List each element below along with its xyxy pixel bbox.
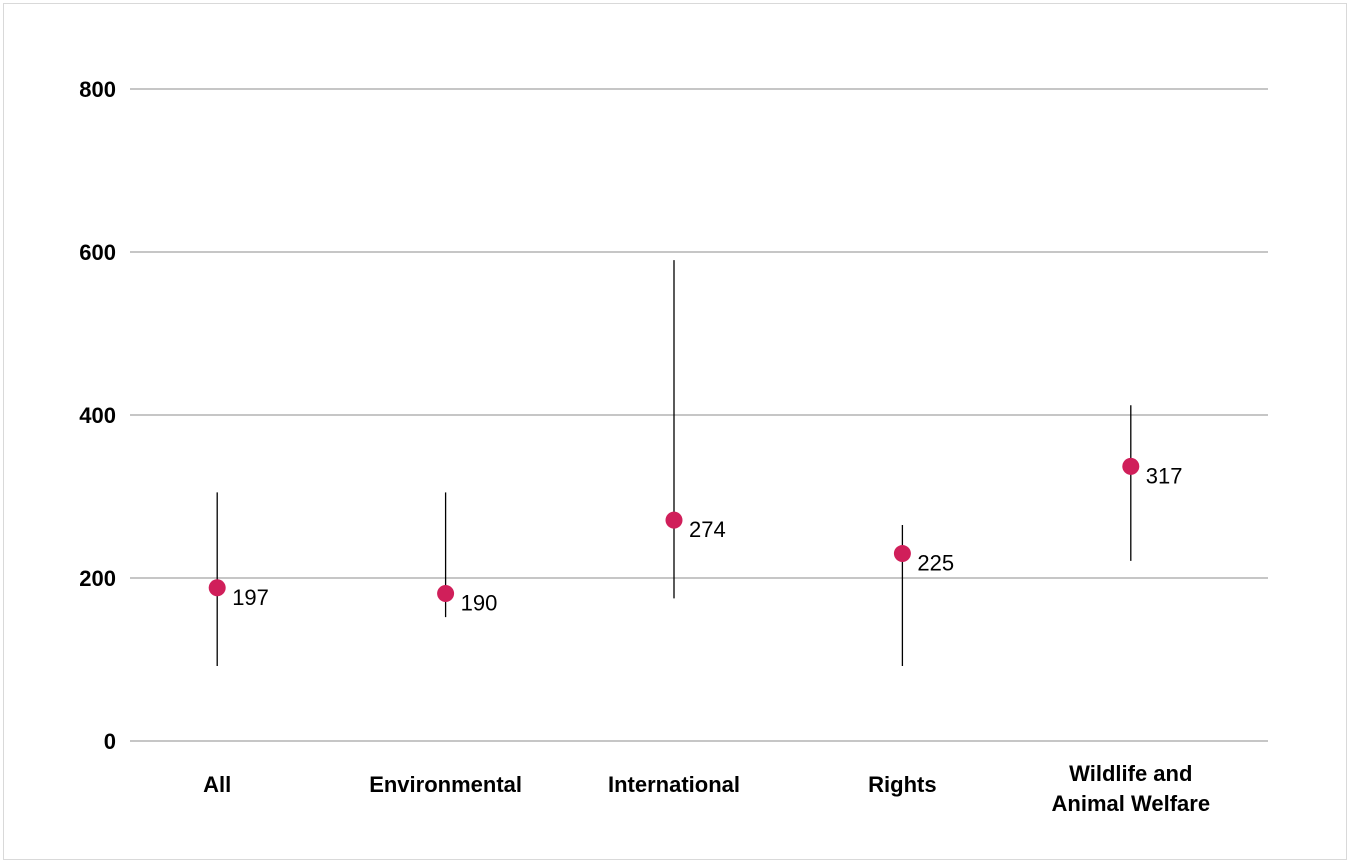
x-axis: All Environmental International Rights Wildl… xyxy=(203,761,1210,816)
data-label: 190 xyxy=(461,590,498,615)
data-point xyxy=(1122,457,1140,475)
data-label: 317 xyxy=(1146,463,1183,488)
x-tick-label: International xyxy=(608,772,740,797)
range-layer xyxy=(216,260,1132,667)
data-label: 225 xyxy=(917,551,954,576)
data-point xyxy=(665,511,683,529)
data-point xyxy=(893,545,911,563)
y-axis: 0 200 400 600 800 xyxy=(79,77,116,754)
y-tick-label: 600 xyxy=(79,240,116,265)
y-tick-label: 800 xyxy=(79,77,116,102)
data-point xyxy=(437,584,455,602)
x-tick-label: Environmental xyxy=(369,772,522,797)
data-point xyxy=(208,579,226,597)
x-tick-label: All xyxy=(203,772,231,797)
point-layer: 197 190 274 225 317 xyxy=(208,457,1183,615)
chart-svg: 0 200 400 600 800 197 190 274 225 317 All Environ… xyxy=(79,77,1268,816)
grid-layer xyxy=(130,88,1268,742)
chart-frame: 0 200 400 600 800 197 190 274 225 317 All Environ… xyxy=(3,3,1347,860)
data-label: 197 xyxy=(232,585,269,610)
data-label: 274 xyxy=(689,517,726,542)
x-tick-label: Wildlife and Animal Welfare xyxy=(1052,761,1211,816)
y-tick-label: 0 xyxy=(104,729,116,754)
y-tick-label: 200 xyxy=(79,566,116,591)
x-tick-label: Rights xyxy=(868,772,936,797)
y-tick-label: 400 xyxy=(79,403,116,428)
